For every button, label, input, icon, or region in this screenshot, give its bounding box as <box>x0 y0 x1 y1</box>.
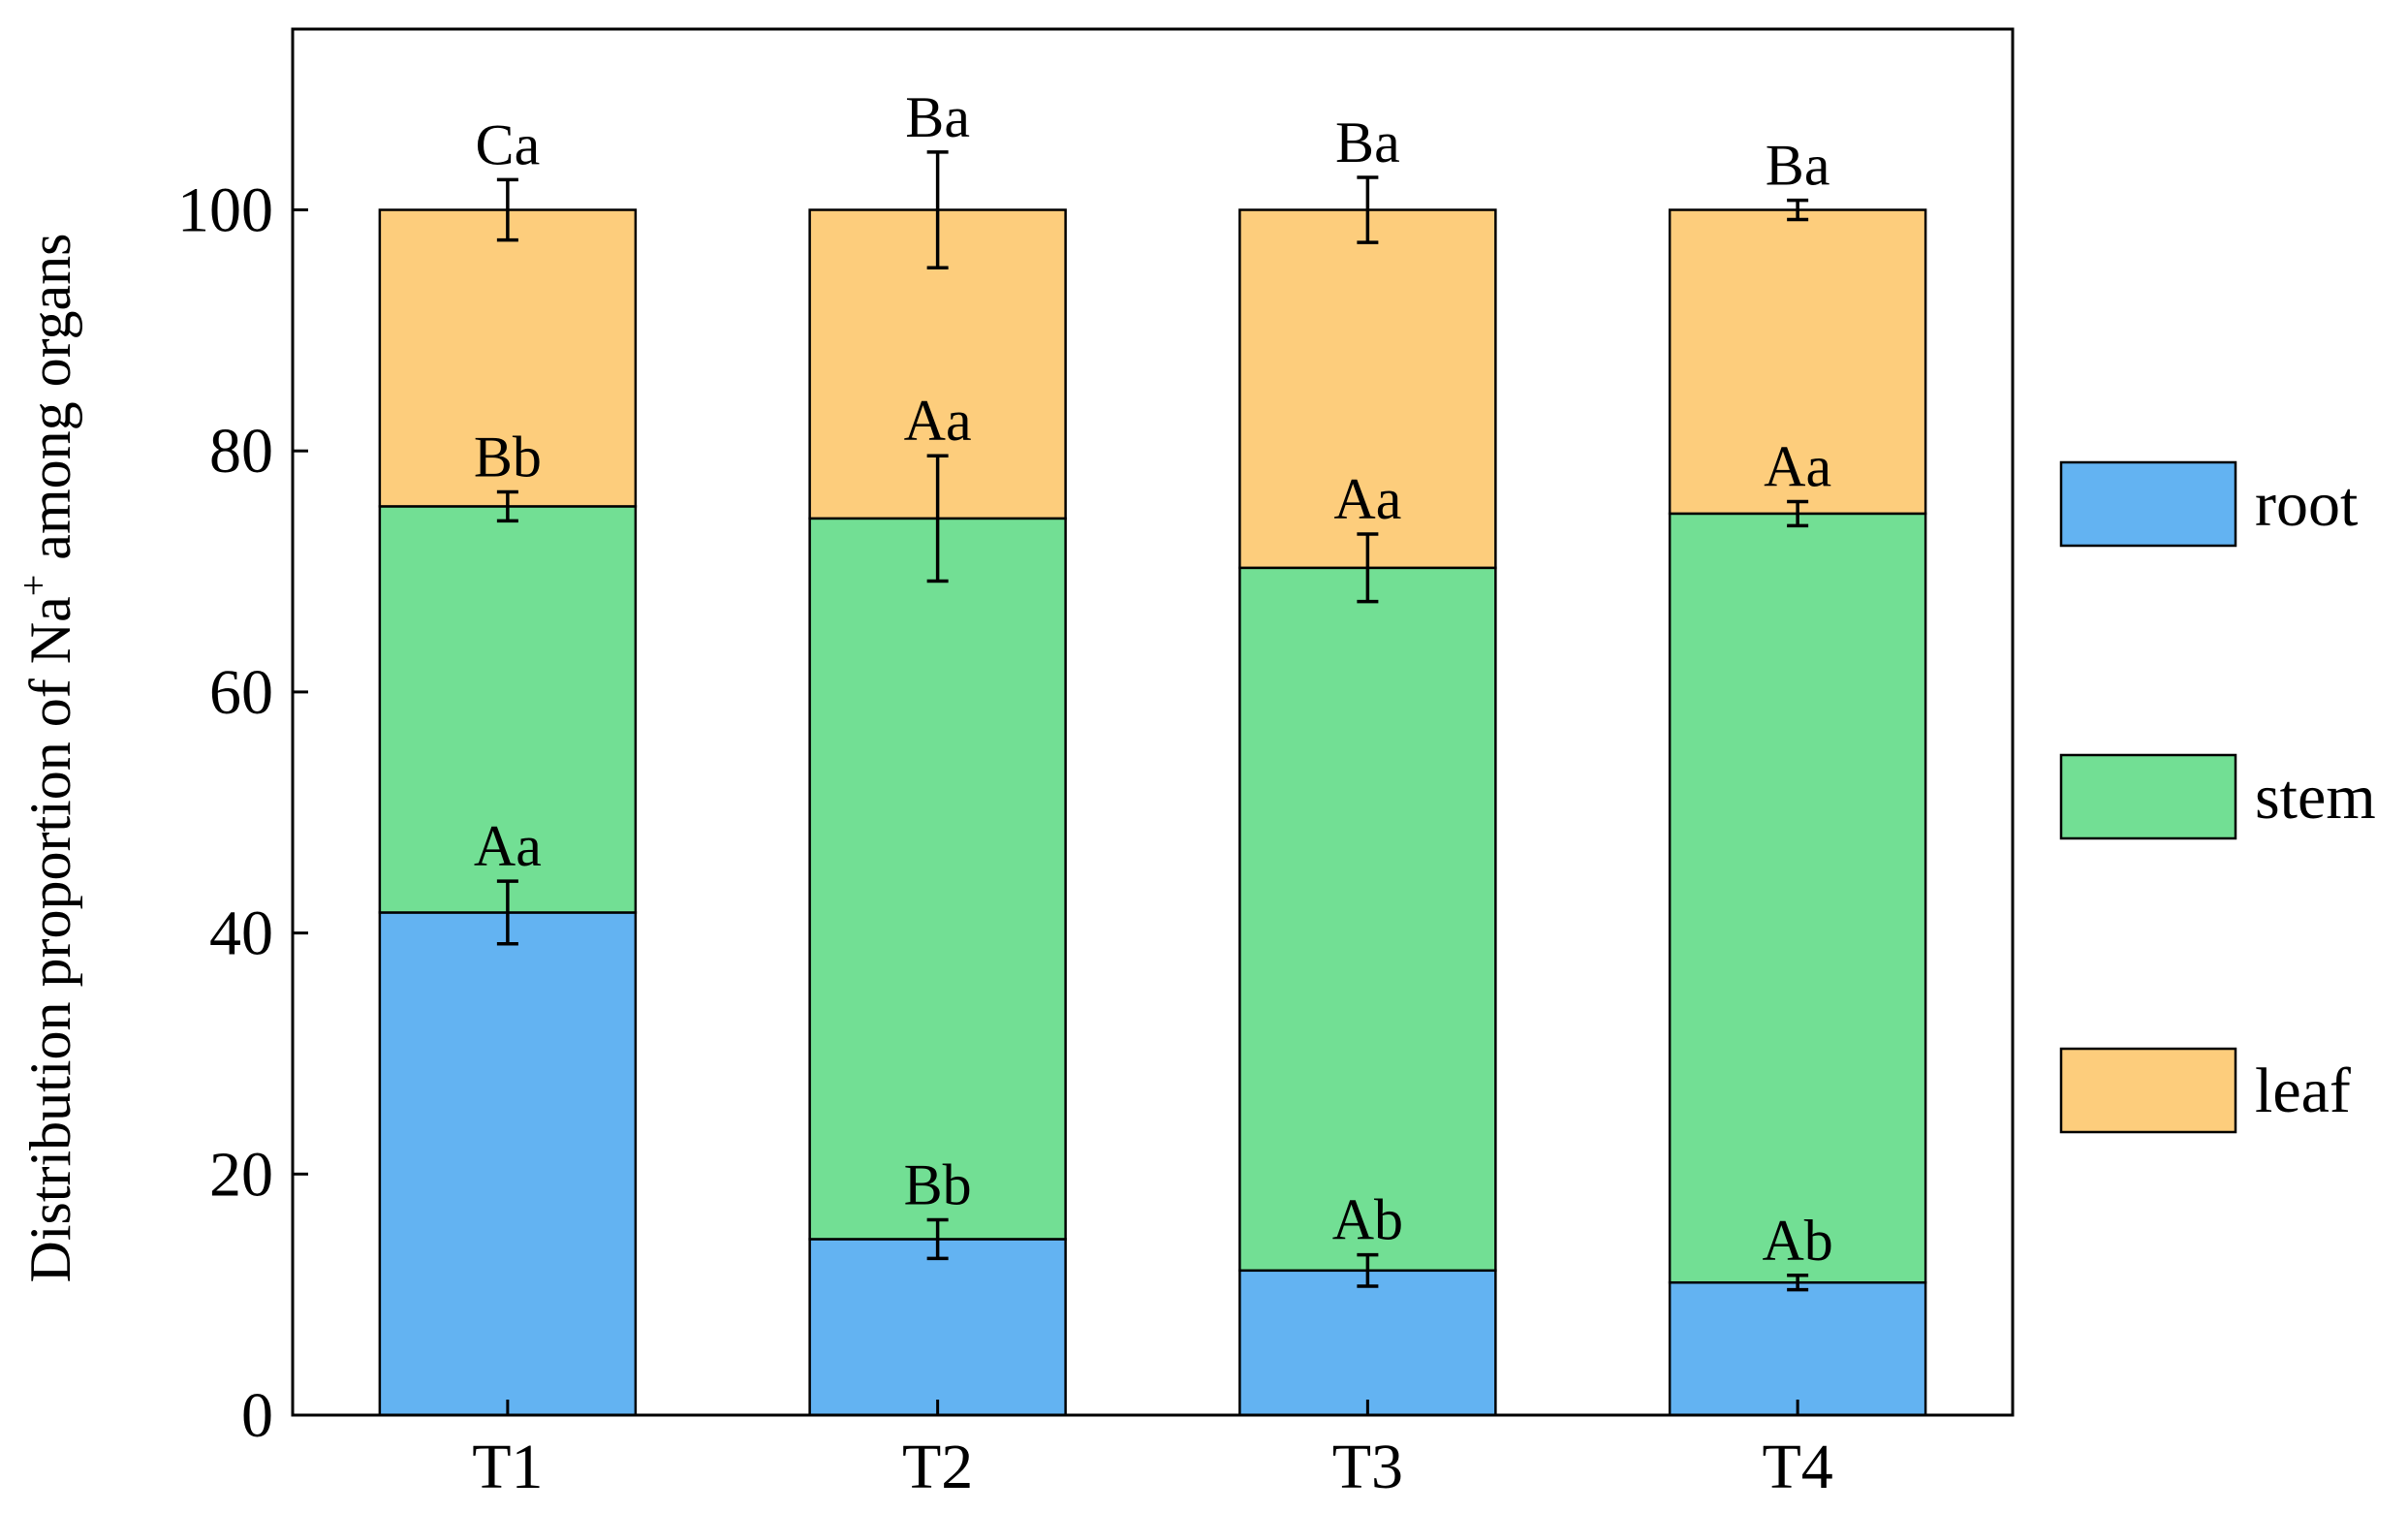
data-label-root-T3: Ab <box>1332 1188 1403 1252</box>
y-tick-label-40: 40 <box>209 898 273 969</box>
data-label-leaf-T2: Ba <box>905 85 970 149</box>
bar-stem-T3 <box>1238 566 1497 1273</box>
data-label-root-T2: Bb <box>904 1153 972 1217</box>
x-tick-label-T1: T1 <box>472 1432 543 1502</box>
y-tick-label-0: 0 <box>241 1380 273 1451</box>
bar-stem-T2 <box>808 517 1067 1241</box>
error-bars-layer <box>496 150 1809 1292</box>
bar-root-T2 <box>808 1238 1067 1417</box>
data-label-stem-T1: Bb <box>474 425 542 489</box>
legend: root stem leaf <box>2059 460 2376 1134</box>
legend-label-leaf: leaf <box>2255 1056 2351 1126</box>
y-tick-label-100: 100 <box>177 175 273 246</box>
bar-stem-T4 <box>1668 512 1927 1284</box>
data-label-leaf-T4: Ba <box>1766 134 1830 198</box>
x-tick-label-T3: T3 <box>1332 1432 1403 1502</box>
data-label-leaf-T3: Ba <box>1335 110 1400 174</box>
data-label-root-T1: Aa <box>474 814 542 878</box>
legend-label-stem: stem <box>2255 762 2376 833</box>
y-tick-label-80: 80 <box>209 416 273 487</box>
bar-root-T4 <box>1668 1280 1927 1417</box>
bar-root-T1 <box>378 911 638 1417</box>
legend-label-root: root <box>2255 469 2358 540</box>
axes-layer: 0 20 40 60 80 100 T1 T2 T3 T4 <box>177 27 2015 1502</box>
bar-leaf-T3 <box>1238 208 1497 570</box>
bar-leaf-T1 <box>378 208 638 508</box>
data-label-stem-T4: Aa <box>1764 434 1831 498</box>
plot-frame <box>291 27 2015 1417</box>
legend-swatch-stem <box>2059 753 2237 840</box>
data-label-stem-T3: Aa <box>1333 467 1401 531</box>
y-tick-label-60: 60 <box>209 657 273 728</box>
y-axis-title: Distribution proportion of Na+ among org… <box>12 233 82 1282</box>
data-label-root-T4: Ab <box>1762 1209 1832 1273</box>
bar-stem-T1 <box>378 505 638 914</box>
data-label-stem-T2: Aa <box>904 389 972 453</box>
x-tick-label-T2: T2 <box>902 1432 973 1502</box>
data-label-leaf-T1: Ca <box>476 112 541 176</box>
legend-swatch-leaf <box>2059 1047 2237 1134</box>
x-tick-label-T4: T4 <box>1762 1432 1832 1502</box>
y-axis-title-tail: among organs <box>18 233 82 574</box>
y-tick-label-20: 20 <box>209 1139 273 1210</box>
y-axis-title-superscript: + <box>12 575 55 597</box>
y-axis-title-main: Distribution proportion of Na <box>18 596 82 1282</box>
bar-root-T3 <box>1238 1269 1497 1417</box>
bars-layer <box>378 208 1927 1417</box>
data-labels-layer: Aa Bb Ca Bb Aa Ba Ab Aa Ba Ab Aa Ba <box>474 85 1833 1273</box>
legend-swatch-root <box>2059 460 2237 548</box>
bar-leaf-T4 <box>1668 208 1927 516</box>
